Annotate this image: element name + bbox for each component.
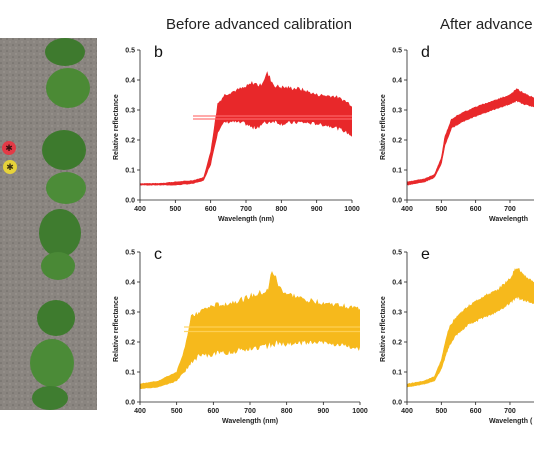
x-tick-label: 500 <box>171 408 183 415</box>
reflectance-band-d <box>407 88 534 186</box>
x-tick-label: 400 <box>401 206 413 213</box>
y-tick-label: 0.1 <box>125 168 135 175</box>
x-tick-label: 600 <box>205 206 217 213</box>
y-tick-label: 0.0 <box>125 400 135 407</box>
x-tick-label: 1000 <box>352 408 368 415</box>
field-photo-image: ✱ ✱ <box>0 38 97 410</box>
x-axis-label-b: Wavelength (nm) <box>218 216 275 223</box>
y-tick-label: 0.2 <box>125 138 135 145</box>
y-tick-label: 0.2 <box>392 138 402 145</box>
x-tick-label: 700 <box>240 206 252 213</box>
x-tick-label: 600 <box>470 206 482 213</box>
x-tick-label: 1000 <box>344 206 360 213</box>
field-photo: ✱ ✱ <box>0 38 97 410</box>
x-tick-label: 800 <box>275 206 287 213</box>
plant <box>30 339 74 387</box>
reflectance-band-c <box>140 271 360 390</box>
plant <box>42 130 86 170</box>
plant <box>37 300 75 336</box>
y-tick-label: 0.5 <box>392 48 402 55</box>
svg-text:✱: ✱ <box>6 162 14 172</box>
y-tick-label: 0.3 <box>125 108 135 115</box>
plant <box>46 68 90 108</box>
x-tick-label: 900 <box>311 206 323 213</box>
plot-area-b: 0.0 0.1 0.2 0.3 0.4 0.5 400 500 600 700 800 900 1000 <box>125 48 360 214</box>
panel-label-d: d <box>421 44 430 61</box>
x-tick-label: 500 <box>435 408 447 415</box>
calibration-target-red: ✱ <box>2 141 16 155</box>
header-before: Before advanced calibration <box>166 16 352 33</box>
y-tick-label: 0.1 <box>392 370 402 377</box>
plant <box>41 252 75 280</box>
y-tick-label: 0.2 <box>125 340 135 347</box>
y-tick-label: 0.4 <box>125 78 135 85</box>
x-tick-label: 900 <box>317 408 329 415</box>
x-tick-label: 500 <box>169 206 181 213</box>
x-tick-label: 700 <box>504 206 516 213</box>
x-tick-label: 700 <box>244 408 256 415</box>
y-tick-label: 0.1 <box>125 370 135 377</box>
header-after: After advance <box>440 16 533 33</box>
y-tick-label: 0.5 <box>125 250 135 257</box>
plot-area-d: 0.0 0.1 0.2 0.3 0.4 0.5 400 500 600 700 <box>392 48 534 213</box>
y-tick-label: 0.4 <box>125 280 135 287</box>
panel-label-e: e <box>421 246 430 263</box>
panel-label-b: b <box>154 44 163 61</box>
y-tick-label: 0.3 <box>392 310 402 317</box>
y-tick-label: 0.0 <box>392 400 402 407</box>
x-tick-label: 400 <box>401 408 413 415</box>
plant-row <box>30 38 90 410</box>
reflectance-band-b <box>140 71 352 186</box>
y-tick-label: 0.1 <box>392 168 402 175</box>
reflectance-band-e <box>407 268 534 388</box>
y-tick-label: 0.5 <box>392 250 402 257</box>
x-tick-label: 400 <box>134 206 146 213</box>
plant <box>39 209 81 257</box>
calibration-target-yellow: ✱ <box>3 160 17 174</box>
x-tick-label: 400 <box>134 408 146 415</box>
y-tick-label: 0.0 <box>125 198 135 205</box>
y-axis-label-e: Relative reflectance <box>380 296 387 362</box>
x-tick-label: 700 <box>504 408 516 415</box>
x-axis-label-d: Wavelength <box>489 216 529 223</box>
plant <box>32 386 68 410</box>
y-tick-label: 0.2 <box>392 340 402 347</box>
x-tick-label: 600 <box>207 408 219 415</box>
plant <box>45 38 85 66</box>
y-tick-label: 0.3 <box>392 108 402 115</box>
y-tick-label: 0.4 <box>392 78 402 85</box>
plot-area-c: 0.0 0.1 0.2 0.3 0.4 0.5 400 500 600 700 800 900 1000 <box>125 250 368 416</box>
x-tick-label: 800 <box>281 408 293 415</box>
x-tick-label: 500 <box>435 206 447 213</box>
x-axis-label-e: Wavelength ( <box>489 418 533 425</box>
y-tick-label: 0.4 <box>392 280 402 287</box>
panel-label-c: c <box>154 246 162 263</box>
y-tick-label: 0.5 <box>125 48 135 55</box>
y-tick-label: 0.0 <box>392 198 402 205</box>
y-tick-label: 0.3 <box>125 310 135 317</box>
plant <box>46 172 86 204</box>
svg-text:✱: ✱ <box>5 143 13 153</box>
x-axis-label-c: Wavelength (nm) <box>222 418 279 425</box>
plot-area-e: 0.0 0.1 0.2 0.3 0.4 0.5 400 500 600 700 <box>392 250 534 415</box>
x-tick-label: 600 <box>470 408 482 415</box>
